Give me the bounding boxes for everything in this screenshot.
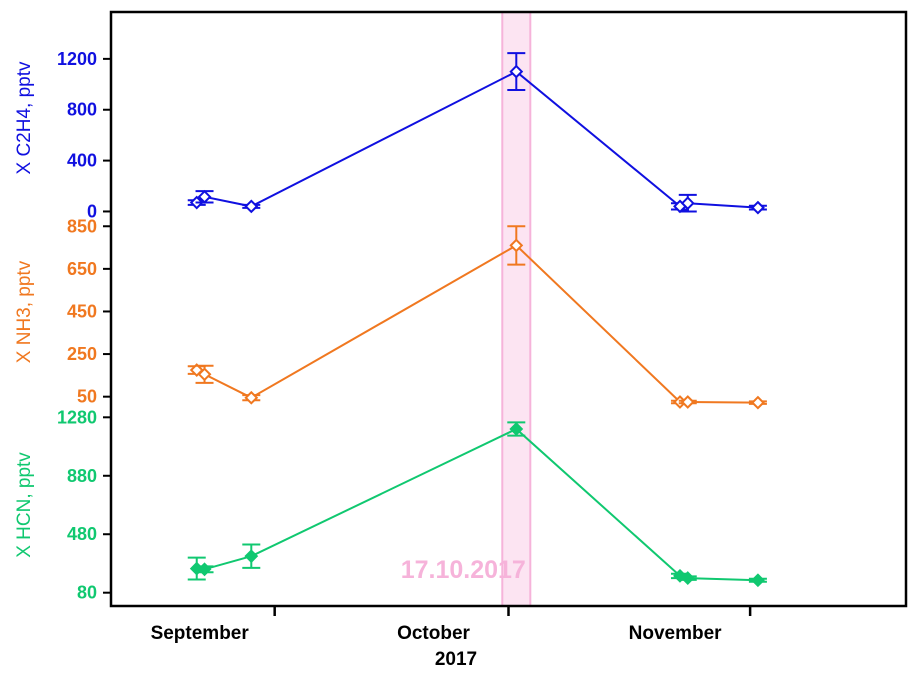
y-tick-label: 480: [67, 524, 97, 544]
highlight-layer: [501, 11, 532, 607]
data-point: [509, 422, 524, 436]
y-axis-label: X C2H4, pptv: [14, 61, 35, 174]
x-tick-label: November: [629, 623, 723, 644]
y-tick-label: 250: [67, 344, 97, 364]
highlight-band: [501, 11, 532, 607]
data-point: [750, 395, 765, 410]
data-point: [509, 238, 524, 253]
panel-1: 50 250 450 650 850 X NH3, pptv: [14, 216, 767, 410]
y-axis-label: X NH3, pptv: [14, 260, 35, 363]
x-axis-year-label: 2017: [435, 649, 477, 670]
y-tick-label: 1280: [57, 407, 97, 427]
data-point: [509, 64, 524, 79]
y-tick-label: 0: [87, 201, 97, 221]
data-point: [750, 573, 765, 588]
data-point: [244, 390, 259, 405]
y-tick-label: 80: [77, 583, 97, 603]
y-tick-label: 800: [67, 100, 97, 120]
x-axis: September October November: [151, 606, 752, 644]
data-point: [197, 189, 212, 204]
data-point: [197, 367, 212, 382]
y-tick-label: 400: [67, 151, 97, 171]
data-point: [244, 549, 259, 564]
panels-layer: 0 400 800 1200 X C2H4, pptv 50 250 450 650 850 X N…: [14, 49, 767, 603]
panel-2: 80 480 880 1280 X HCN, pptv: [14, 407, 767, 603]
highlight-date-label: 17.10.2017: [401, 556, 526, 584]
y-tick-label: 850: [67, 216, 97, 236]
panel-0: 0 400 800 1200 X C2H4, pptv: [14, 49, 767, 221]
data-point: [680, 196, 695, 211]
y-tick-label: 880: [67, 466, 97, 486]
x-tick-label: September: [151, 623, 250, 644]
y-axis-label: X HCN, pptv: [14, 452, 35, 558]
data-point: [680, 571, 695, 585]
x-tick-label: October: [397, 623, 470, 644]
y-tick-label: 450: [67, 301, 97, 321]
data-point: [244, 199, 259, 214]
y-tick-label: 650: [67, 259, 97, 279]
data-point: [750, 200, 765, 215]
series-line: [196, 244, 758, 404]
series-line: [196, 70, 758, 209]
y-tick-label: 1200: [57, 49, 97, 69]
y-tick-label: 50: [77, 387, 97, 407]
data-point: [197, 562, 212, 577]
data-point: [680, 395, 695, 409]
